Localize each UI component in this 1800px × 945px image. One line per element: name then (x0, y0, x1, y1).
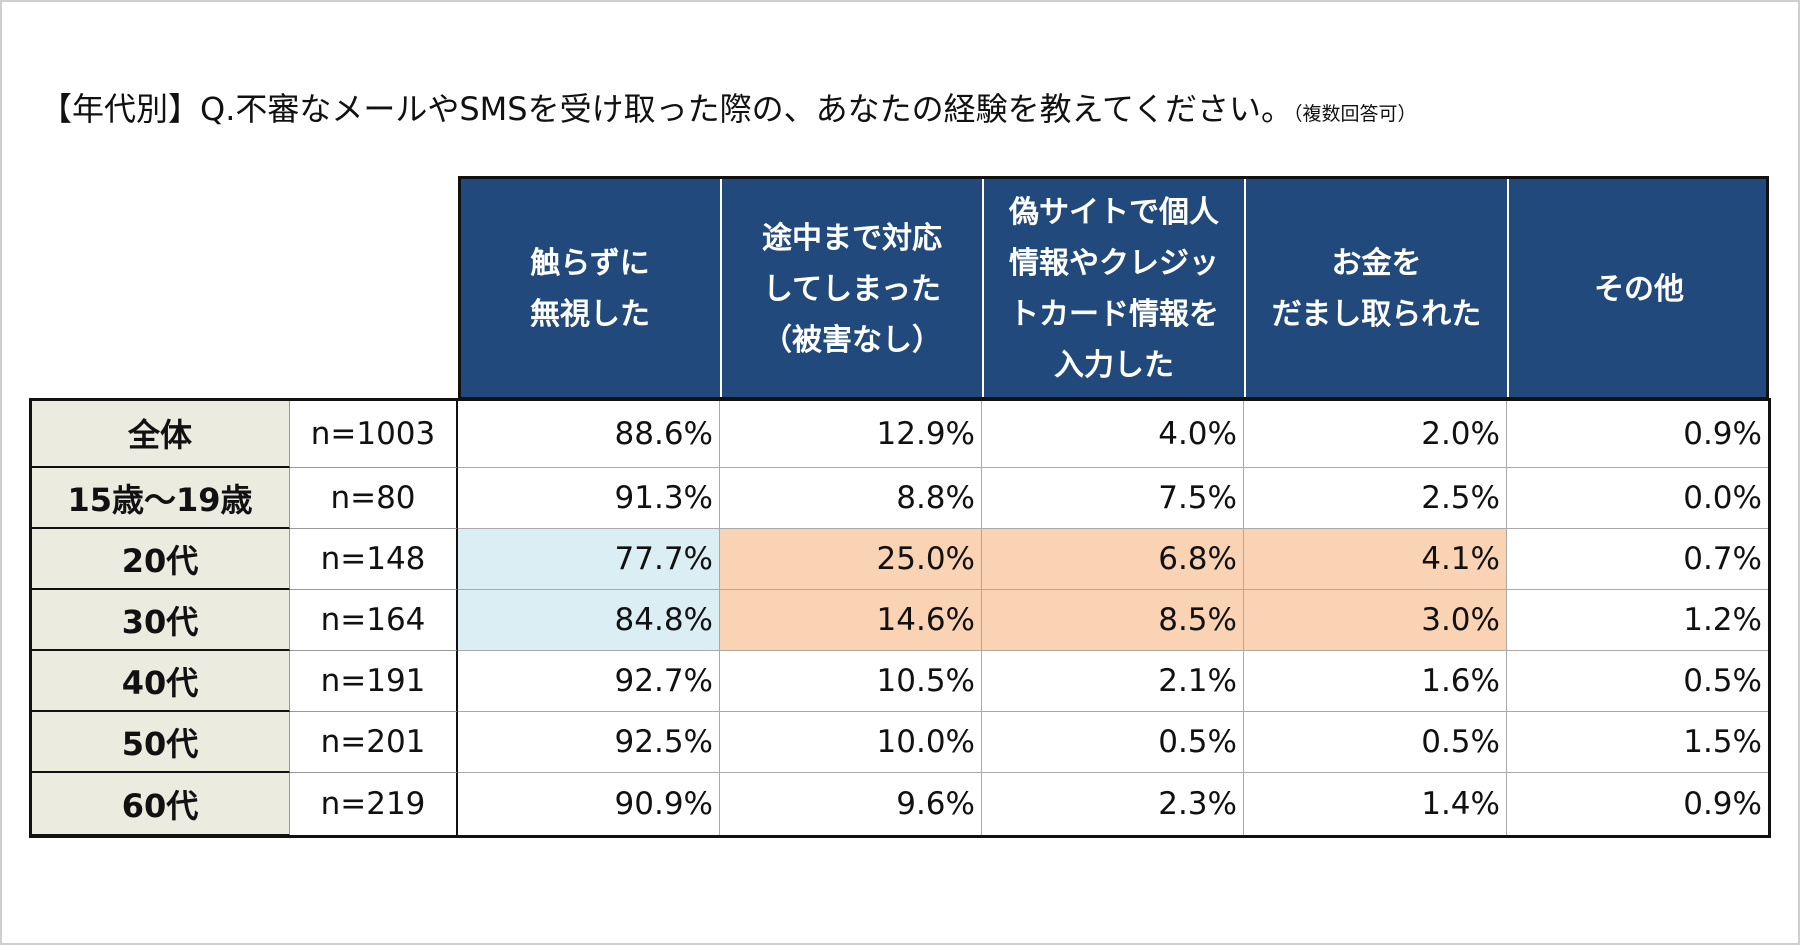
value-cell: 84.8% (458, 590, 720, 651)
value-cell: 1.6% (1244, 651, 1507, 712)
value-cell: 3.0% (1244, 590, 1507, 651)
title: 【年代別】Q.不審なメールやSMSを受け取った際の、あなたの経験を教えてください… (40, 90, 1294, 128)
title-block: 【年代別】Q.不審なメールやSMSを受け取った際の、あなたの経験を教えてください… (40, 84, 1417, 130)
value-cell: 0.5% (1507, 651, 1769, 712)
header-line: トカード情報を (1009, 297, 1219, 332)
value-cell: 4.0% (982, 400, 1244, 468)
column-header: 触らずに 無視した (458, 178, 720, 400)
value-cell: 8.8% (720, 468, 982, 529)
column-header: 偽サイトで個人 情報やクレジッ トカード情報を 入力した (982, 178, 1244, 400)
value-cell: 0.5% (982, 712, 1244, 773)
header-line: （被害なし） (762, 322, 942, 358)
value-cell: 1.2% (1507, 590, 1769, 651)
value-cell: 25.0% (720, 529, 982, 590)
value-cell: 14.6% (720, 590, 982, 651)
value-cell: 0.9% (1507, 400, 1769, 468)
value-cell: 0.9% (1507, 773, 1769, 836)
value-cell: 7.5% (982, 468, 1244, 529)
column-header: 途中まで対応 してしまった （被害なし） (720, 178, 982, 400)
header-border (458, 176, 1769, 400)
value-cell: 88.6% (458, 400, 720, 468)
row-label: 30代 (31, 590, 290, 651)
value-cell: 77.7% (458, 529, 720, 590)
sample-size: n=201 (290, 712, 458, 773)
row-label: 40代 (31, 651, 290, 712)
value-cell: 8.5% (982, 590, 1244, 651)
row-label: 15歳〜19歳 (31, 468, 290, 529)
header-line: 触らずに (530, 246, 650, 281)
row-label: 20代 (31, 529, 290, 590)
header-line: 情報やクレジッ (1009, 246, 1219, 281)
sample-size: n=80 (290, 468, 458, 529)
value-cell: 90.9% (458, 773, 720, 836)
header-line: だまし取られた (1271, 297, 1482, 332)
value-cell: 2.1% (982, 651, 1244, 712)
value-cell: 6.8% (982, 529, 1244, 590)
value-cell: 2.5% (1244, 468, 1507, 529)
value-cell: 2.3% (982, 773, 1244, 836)
row-label: 全体 (31, 400, 290, 468)
header-line: 偽サイトで個人 (1009, 195, 1219, 230)
value-cell: 0.5% (1244, 712, 1507, 773)
value-cell: 92.7% (458, 651, 720, 712)
value-cell: 4.1% (1244, 529, 1507, 590)
value-cell: 92.5% (458, 712, 720, 773)
column-header: お金をだまし取られた (1244, 178, 1507, 400)
table-border (29, 398, 1771, 838)
header-line: その他 (1594, 271, 1684, 307)
header-line: 無視した (530, 297, 650, 332)
value-cell: 9.6% (720, 773, 982, 836)
sample-size: n=148 (290, 529, 458, 590)
value-cell: 10.0% (720, 712, 982, 773)
value-cell: 0.0% (1507, 468, 1769, 529)
value-cell: 1.5% (1507, 712, 1769, 773)
sample-size: n=191 (290, 651, 458, 712)
title-note: （複数回答可） (1293, 103, 1417, 125)
value-cell: 0.7% (1507, 529, 1769, 590)
value-cell: 10.5% (720, 651, 982, 712)
row-label: 50代 (31, 712, 290, 773)
header-line: 入力した (1054, 348, 1174, 383)
value-cell: 2.0% (1244, 400, 1507, 468)
value-cell: 12.9% (720, 400, 982, 468)
row-label: 60代 (31, 773, 290, 836)
sample-size: n=164 (290, 590, 458, 651)
value-cell: 91.3% (458, 468, 720, 529)
header-line: してしまった (763, 271, 941, 307)
sample-size: n=1003 (290, 400, 458, 468)
column-header: その他 (1507, 178, 1769, 400)
header-line: 途中まで対応 (762, 220, 942, 256)
header-line: お金を (1331, 246, 1422, 281)
sample-size: n=219 (290, 773, 458, 836)
